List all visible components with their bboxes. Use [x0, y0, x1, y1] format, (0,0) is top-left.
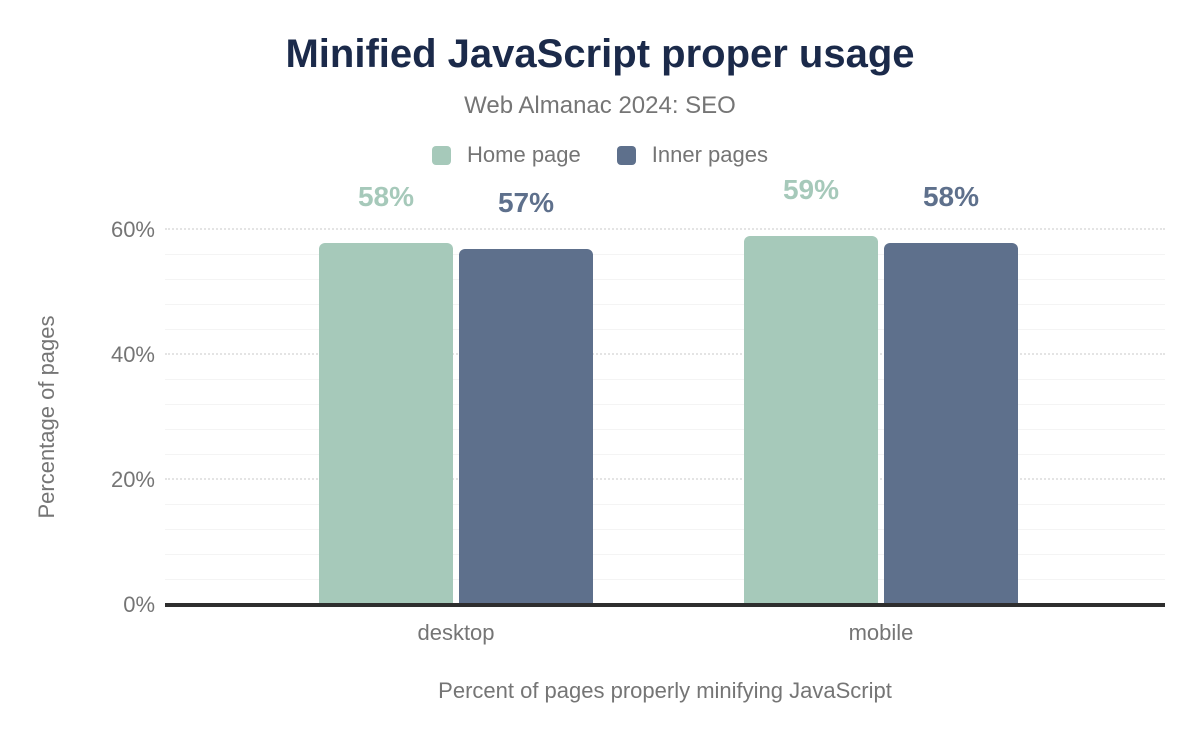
minor-gridline — [165, 404, 1165, 405]
minor-gridline — [165, 529, 1165, 530]
legend-label-home-page: Home page — [467, 142, 581, 167]
minor-gridline — [165, 429, 1165, 430]
major-gridline — [165, 353, 1165, 355]
minor-gridline — [165, 304, 1165, 305]
minor-gridline — [165, 554, 1165, 555]
value-label-mobile-home-page: 59% — [782, 174, 840, 206]
y-tick-0: 0% — [123, 592, 155, 617]
minor-gridline — [165, 329, 1165, 330]
major-gridline — [165, 478, 1165, 480]
value-label-mobile-inner-pages: 58% — [922, 180, 980, 212]
x-axis-line — [165, 603, 1165, 607]
x-category-desktop: desktop — [417, 620, 495, 645]
minor-gridline — [165, 454, 1165, 455]
value-label-desktop-home-page: 58% — [357, 180, 415, 212]
legend-item-inner-pages: Inner pages — [616, 142, 768, 168]
legend-swatch-inner-pages — [616, 145, 636, 165]
bar-desktop-home-page — [319, 242, 453, 605]
y-tick-20: 20% — [110, 467, 155, 492]
major-gridline — [165, 228, 1165, 230]
legend-label-inner-pages: Inner pages — [651, 142, 768, 167]
legend: Home page Inner pages — [0, 142, 1200, 168]
x-category-mobile: mobile — [848, 620, 914, 645]
bar-mobile-inner-pages — [884, 242, 1018, 605]
y-tick-60: 60% — [110, 217, 155, 242]
minor-gridline — [165, 504, 1165, 505]
legend-swatch-home-page — [432, 145, 452, 165]
x-axis-title: Percent of pages properly minifying Java… — [438, 678, 892, 703]
bar-mobile-home-page — [744, 236, 878, 605]
legend-item-home-page: Home page — [432, 142, 581, 168]
value-label-desktop-inner-pages: 57% — [497, 186, 555, 218]
chart-title: Minified JavaScript proper usage — [285, 32, 915, 76]
chart-subtitle: Web Almanac 2024: SEO — [464, 92, 736, 119]
y-tick-40: 40% — [110, 342, 155, 367]
minor-gridline — [165, 279, 1165, 280]
minor-gridline — [165, 254, 1165, 255]
bar-desktop-inner-pages — [459, 248, 593, 605]
minor-gridline — [165, 379, 1165, 380]
plot-area — [165, 205, 1165, 607]
minor-gridline — [165, 579, 1165, 580]
